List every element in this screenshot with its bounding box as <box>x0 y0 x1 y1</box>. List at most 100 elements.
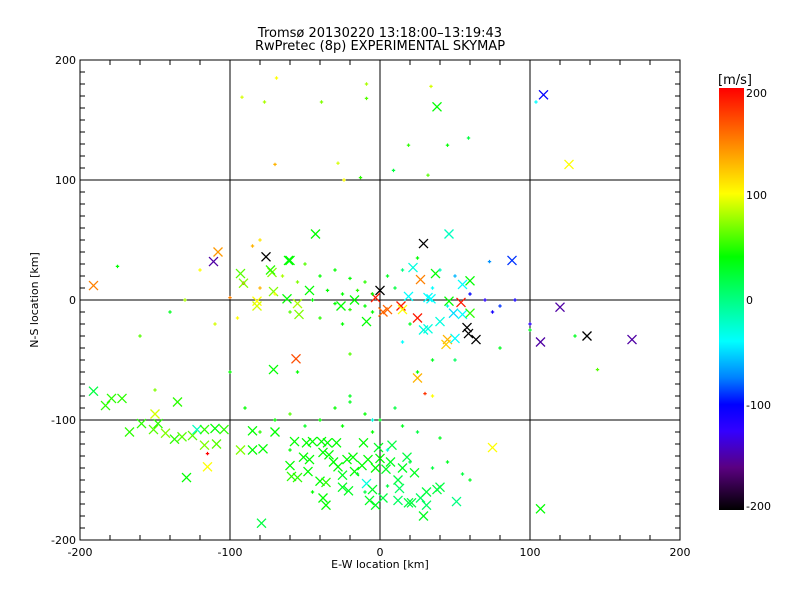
data-point-cross <box>406 497 417 508</box>
data-point-cross <box>402 452 412 463</box>
data-point-plus <box>363 280 367 284</box>
data-point-plus <box>400 424 405 428</box>
data-point-plus <box>213 322 217 326</box>
data-point-cross <box>432 101 442 112</box>
data-point-cross <box>465 275 475 286</box>
data-point-cross <box>100 400 111 411</box>
data-point-cross <box>318 493 328 503</box>
data-point-cross <box>381 464 391 475</box>
data-point-cross <box>349 295 360 305</box>
data-point-plus <box>355 472 360 476</box>
data-point-cross <box>441 339 451 350</box>
data-point-plus <box>348 276 352 281</box>
data-point-plus <box>430 466 435 470</box>
data-point-plus <box>490 310 495 314</box>
data-point-cross <box>210 423 220 434</box>
data-point-cross <box>124 427 135 437</box>
data-point-cross <box>408 262 418 273</box>
data-point-cross <box>310 229 321 239</box>
data-point-plus <box>333 301 337 306</box>
data-point-cross <box>219 424 229 435</box>
data-point-cross <box>337 482 348 493</box>
data-point-plus <box>303 424 307 428</box>
data-point-plus <box>235 316 240 320</box>
data-point-cross <box>378 307 388 317</box>
data-point-cross <box>286 471 297 482</box>
data-point-cross <box>213 247 223 257</box>
data-point-plus <box>364 96 369 101</box>
data-point-cross <box>202 461 213 472</box>
data-point-cross <box>247 425 258 436</box>
data-point-cross <box>393 495 403 506</box>
data-point-cross <box>358 437 369 448</box>
data-point-plus <box>288 412 292 416</box>
data-point-cross <box>238 278 249 289</box>
data-point-plus <box>358 175 363 180</box>
data-point-plus <box>240 95 244 99</box>
data-point-cross <box>289 436 300 447</box>
data-point-plus <box>573 334 577 338</box>
colorbar-label: [m/s] <box>718 73 752 88</box>
grid-lines <box>80 60 680 540</box>
y-axis-label: N-S location [km] <box>28 252 41 348</box>
data-point-cross <box>418 238 429 249</box>
data-point-cross <box>487 442 498 453</box>
data-point-cross <box>252 301 262 311</box>
data-point-cross <box>169 434 180 445</box>
data-point-plus <box>400 268 405 272</box>
data-point-plus <box>348 307 352 312</box>
data-point-plus <box>498 304 502 308</box>
data-point-plus <box>415 430 420 434</box>
data-point-plus <box>415 256 420 260</box>
colorbar-tick-label: 100 <box>746 189 767 202</box>
y-tick-label: -200 <box>51 534 76 547</box>
data-point-cross <box>393 475 403 485</box>
data-point-plus <box>426 173 430 177</box>
data-point-cross <box>450 333 460 344</box>
data-point-plus <box>168 310 172 314</box>
data-point-cross <box>367 484 378 495</box>
data-point-plus <box>438 436 442 440</box>
data-point-cross <box>291 353 301 364</box>
data-point-cross <box>444 296 454 307</box>
data-point-cross <box>252 296 262 307</box>
data-point-plus <box>318 316 322 320</box>
data-point-cross <box>304 285 315 296</box>
data-point-cross <box>375 453 385 464</box>
data-point-cross <box>421 500 432 511</box>
data-point-cross <box>426 293 436 304</box>
data-point-cross <box>412 313 423 323</box>
colorbar <box>719 88 744 510</box>
data-point-cross <box>555 302 565 313</box>
data-point-plus <box>445 304 450 308</box>
data-point-plus <box>138 334 142 338</box>
data-point-plus <box>318 418 322 422</box>
data-point-plus <box>258 286 262 290</box>
data-point-cross <box>394 483 405 494</box>
data-point-plus <box>295 280 300 284</box>
data-point-plus <box>183 298 187 302</box>
data-point-cross <box>88 386 99 397</box>
data-point-plus <box>487 259 492 264</box>
data-point-cross <box>409 467 420 478</box>
data-point-cross <box>321 500 331 511</box>
data-point-cross <box>148 424 159 435</box>
data-point-plus <box>363 412 367 416</box>
y-tick-label: 100 <box>55 174 76 187</box>
data-point-plus <box>445 143 450 147</box>
data-point-plus <box>385 274 390 278</box>
y-tick-label: -100 <box>51 414 76 427</box>
data-point-cross <box>444 229 454 239</box>
data-point-cross <box>627 334 637 345</box>
data-point-cross <box>331 437 342 448</box>
data-point-plus <box>460 472 465 476</box>
data-point-cross <box>322 437 333 448</box>
data-point-plus <box>228 295 232 300</box>
data-point-cross <box>301 437 312 448</box>
data-point-cross <box>160 428 171 439</box>
data-point-cross <box>282 293 292 304</box>
data-point-cross <box>181 472 192 483</box>
data-point-plus <box>364 82 369 86</box>
data-point-cross <box>457 279 468 290</box>
data-point-cross <box>270 427 280 437</box>
